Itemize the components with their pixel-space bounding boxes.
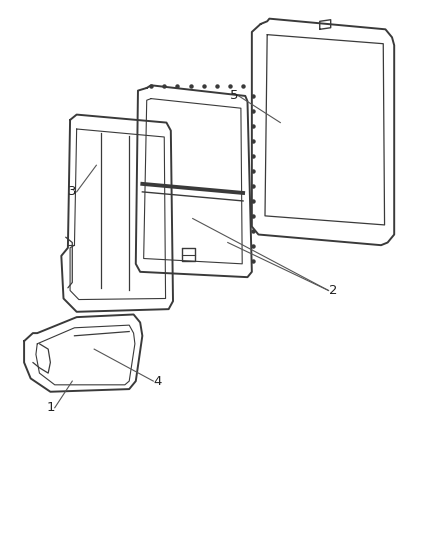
- Text: 3: 3: [68, 185, 77, 198]
- Text: 5: 5: [230, 90, 239, 102]
- Text: 2: 2: [328, 284, 337, 297]
- Text: 4: 4: [153, 375, 162, 387]
- Text: 1: 1: [46, 401, 55, 414]
